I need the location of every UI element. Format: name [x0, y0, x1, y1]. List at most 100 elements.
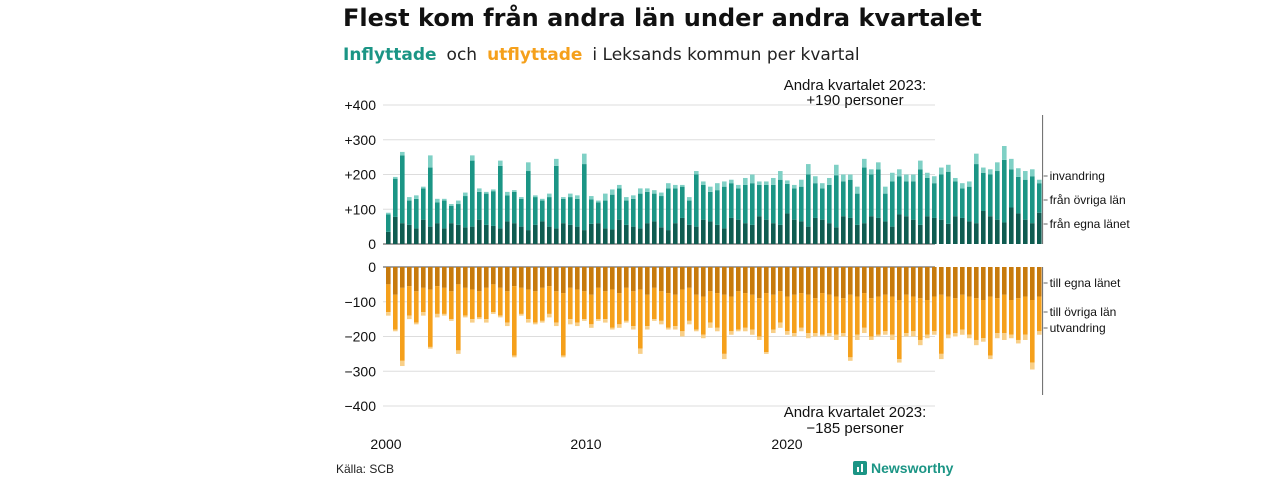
- bar-top-invandring: [547, 193, 552, 198]
- bar-top-ovriga: [610, 194, 615, 230]
- bar-bottom-utvandring: [806, 333, 811, 339]
- y-tick-label-top: +100: [344, 201, 376, 217]
- bar-top-ovriga: [792, 188, 797, 220]
- bar-top-invandring: [575, 195, 580, 199]
- bar-top-invandring: [687, 197, 692, 201]
- source-credit: Källa: SCB: [336, 462, 395, 476]
- bar-top-invandring: [498, 160, 503, 166]
- bar-bottom-ovriga: [862, 293, 867, 328]
- bar-top-invandring: [946, 164, 951, 172]
- y-tick-label-top: 0: [368, 236, 376, 252]
- bar-top-egna: [407, 224, 412, 244]
- bar-bottom-utvandring: [932, 331, 937, 335]
- bar-top-egna: [624, 224, 629, 244]
- bar-top-invandring: [1009, 158, 1014, 170]
- bar-bottom-utvandring: [1009, 334, 1014, 339]
- annotation-top-line1: Andra kvartalet 2023:: [784, 77, 927, 94]
- newsworthy-logo[interactable]: Newsworthy: [853, 460, 953, 476]
- bar-bottom-ovriga: [722, 294, 727, 354]
- bar-bottom-egna: [421, 267, 426, 288]
- bar-bottom-utvandring: [1002, 333, 1007, 340]
- bar-top-invandring: [673, 184, 678, 189]
- bar-top-invandring: [435, 198, 440, 203]
- bar-bottom-utvandring: [687, 320, 692, 325]
- bar-bottom-egna: [806, 267, 811, 295]
- bar-top-ovriga: [841, 181, 846, 217]
- bar-top-ovriga: [1016, 176, 1021, 214]
- bar-top-invandring: [869, 169, 874, 175]
- bar-bottom-utvandring: [799, 327, 804, 332]
- bar-bottom-ovriga: [701, 296, 706, 335]
- bar-top-egna: [743, 223, 748, 244]
- bar-top-egna: [393, 216, 398, 244]
- bar-bottom-ovriga: [631, 291, 636, 327]
- bar-top-ovriga: [498, 165, 503, 229]
- bar-top-egna: [736, 219, 741, 244]
- bar-bottom-utvandring: [442, 313, 447, 316]
- bar-bottom-ovriga: [1002, 294, 1007, 334]
- bar-bottom-utvandring: [561, 355, 566, 358]
- bar-top-egna: [897, 214, 902, 244]
- bar-top-ovriga: [680, 186, 685, 218]
- y-tick-label-bottom: −100: [344, 294, 376, 310]
- bar-bottom-egna: [505, 267, 510, 292]
- bar-top-egna: [463, 227, 468, 244]
- bar-bottom-egna: [953, 267, 958, 299]
- bar-bottom-ovriga: [918, 298, 923, 340]
- bar-top-invandring: [988, 169, 993, 175]
- bar-bottom-utvandring: [554, 322, 559, 327]
- bar-top-egna: [575, 226, 580, 244]
- bar-bottom-utvandring: [946, 334, 951, 339]
- bar-bottom-utvandring: [624, 320, 629, 323]
- bar-bottom-utvandring: [911, 331, 916, 337]
- bar-top-invandring: [603, 193, 608, 201]
- bar-top-egna: [883, 221, 888, 244]
- bar-bottom-utvandring: [449, 319, 454, 321]
- bar-top-egna: [764, 219, 769, 244]
- bar-top-egna: [442, 228, 447, 244]
- bar-top-egna: [568, 224, 573, 244]
- bar-bottom-ovriga: [407, 286, 412, 316]
- bar-bottom-ovriga: [778, 291, 783, 323]
- bar-bottom-egna: [764, 267, 769, 294]
- bar-top-egna: [939, 219, 944, 244]
- bar-bottom-egna: [932, 267, 937, 297]
- bar-bottom-egna: [1009, 267, 1014, 301]
- bar-top-invandring: [554, 158, 559, 166]
- bar-top-invandring: [932, 176, 937, 184]
- bar-top-invandring: [1030, 169, 1035, 177]
- bar-bottom-ovriga: [897, 300, 902, 360]
- bar-bottom-utvandring: [897, 359, 902, 363]
- bar-top-invandring: [806, 164, 811, 175]
- bar-bottom-ovriga: [449, 291, 454, 320]
- bar-bottom-ovriga: [855, 296, 860, 335]
- bar-bottom-egna: [610, 267, 615, 290]
- bar-top-egna: [799, 221, 804, 244]
- bar-top-ovriga: [897, 176, 902, 215]
- bar-bottom-ovriga: [757, 298, 762, 337]
- bar-top-ovriga: [953, 181, 958, 217]
- bar-bottom-ovriga: [736, 291, 741, 330]
- bar-top-invandring: [918, 160, 923, 170]
- bar-top-egna: [526, 230, 531, 244]
- series-label-bottom: utvandring: [1050, 321, 1106, 335]
- bar-top-invandring: [981, 167, 986, 173]
- bar-top-egna: [792, 219, 797, 244]
- bar-top-invandring: [743, 177, 748, 185]
- bar-bottom-ovriga: [442, 287, 447, 314]
- bar-top-ovriga: [631, 198, 636, 227]
- bar-top-invandring: [449, 204, 454, 206]
- bar-top-invandring: [477, 188, 482, 192]
- bar-bottom-egna: [386, 267, 391, 285]
- bar-bottom-utvandring: [1030, 362, 1035, 370]
- bar-top-invandring: [491, 189, 496, 192]
- bar-bottom-egna: [981, 267, 986, 301]
- bar-bottom-egna: [862, 267, 867, 294]
- bar-top-ovriga: [547, 197, 552, 227]
- bar-top-invandring: [589, 196, 594, 200]
- bar-bottom-utvandring: [526, 319, 531, 323]
- bar-top-invandring: [771, 177, 776, 185]
- bar-top-egna: [925, 216, 930, 244]
- bar-bottom-utvandring: [778, 322, 783, 328]
- bar-top-ovriga: [617, 188, 622, 220]
